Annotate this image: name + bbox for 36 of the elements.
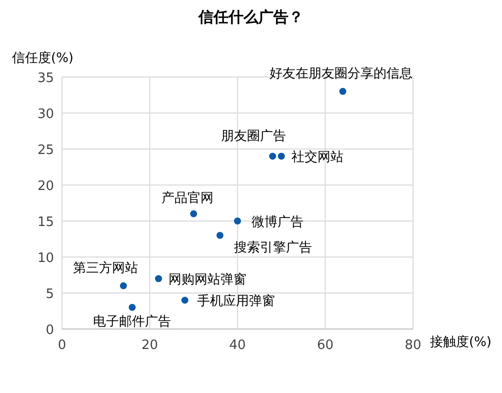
point — [216, 232, 224, 239]
annotation: 搜索引擎广告 — [234, 240, 312, 256]
annotation: 电子邮件广告 — [93, 314, 172, 330]
x-axis-title: 接触度(%) — [430, 334, 492, 350]
y-axis-title: 信任度(%) — [12, 50, 74, 66]
point — [120, 282, 127, 290]
x-tick-label: 0 — [58, 338, 66, 353]
point — [339, 88, 346, 95]
annotation: 手机应用弹窗 — [196, 293, 275, 310]
point — [190, 210, 198, 218]
x-tick-label: 20 — [141, 338, 158, 353]
point — [128, 304, 136, 311]
chart-title: 信任什么广告？ — [198, 8, 304, 26]
y-tick-label: 25 — [37, 143, 54, 158]
point — [181, 296, 188, 304]
y-tick-label: 30 — [37, 107, 54, 122]
x-tick-label: 60 — [316, 338, 334, 353]
y-tick-label: 0 — [46, 323, 54, 338]
x-tick-label: 80 — [404, 338, 422, 353]
y-tick-label: 15 — [37, 215, 54, 230]
x-tick-label: 40 — [229, 338, 246, 353]
annotation: 微博广告 — [252, 215, 304, 230]
point — [278, 152, 285, 160]
y-tick-label: 10 — [37, 251, 54, 266]
y-tick-label: 20 — [37, 179, 54, 194]
point — [234, 218, 241, 224]
annotation: 社交网站 — [291, 149, 344, 166]
annotation: 网购网站弹窗 — [168, 272, 247, 288]
annotation: 第三方网站 — [72, 260, 138, 276]
point — [155, 275, 162, 282]
annotation: 好友在朋友圈分享的信息 — [269, 65, 412, 82]
annotation: 产品官网 — [162, 190, 214, 206]
point — [269, 152, 276, 160]
y-tick-label: 5 — [46, 287, 54, 302]
annotation: 朋友圈广告 — [221, 129, 286, 144]
y-tick-label: 35 — [37, 71, 54, 86]
